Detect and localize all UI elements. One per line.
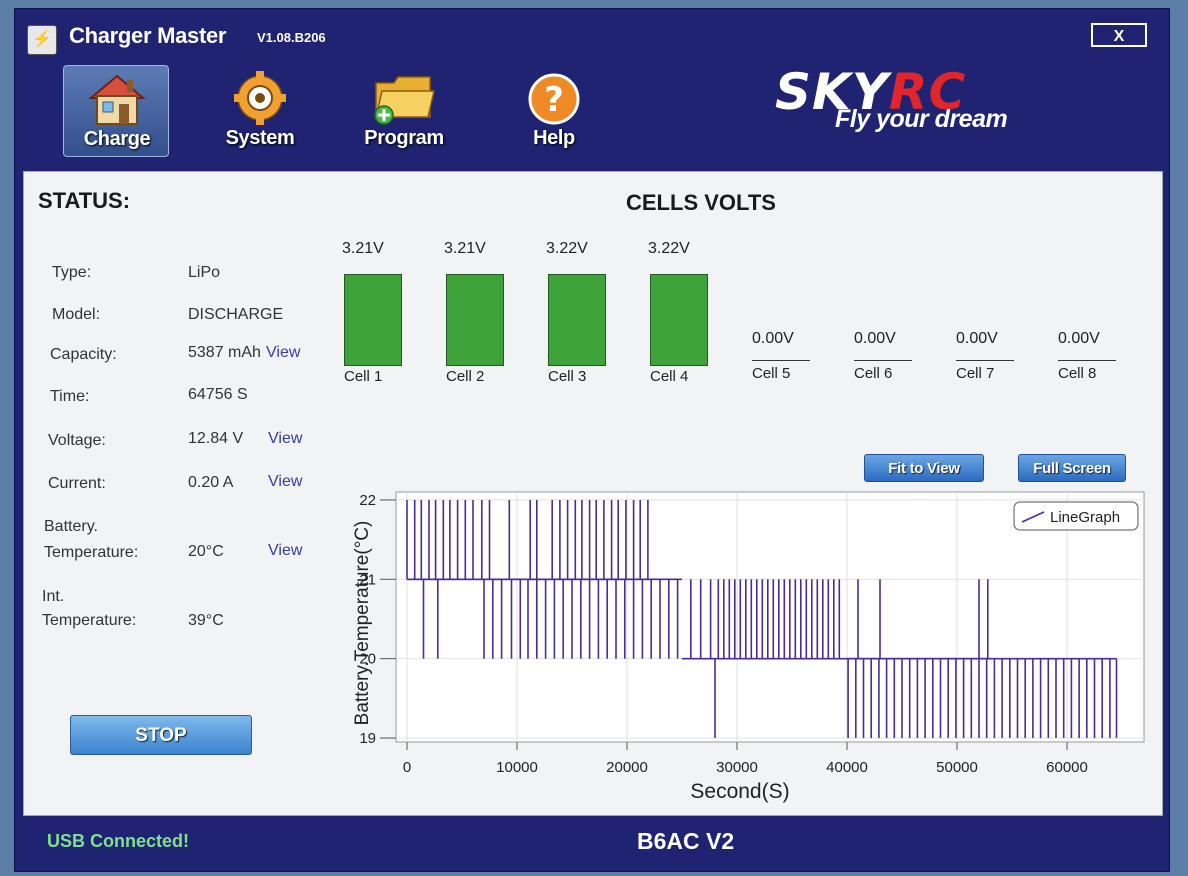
stop-button[interactable]: STOP — [70, 715, 252, 755]
status-title: STATUS: — [38, 188, 131, 213]
nav-help-button[interactable]: ? Help — [501, 65, 607, 157]
cell-3-voltage: 3.22V — [546, 240, 588, 257]
current-label: Current: — [48, 475, 106, 492]
nav-help-label: Help — [533, 127, 575, 149]
x-tick-label: 0 — [403, 759, 411, 776]
nav-system-button[interactable]: System — [207, 65, 313, 157]
cell-6-baseline — [854, 360, 912, 361]
cell-8-baseline — [1058, 360, 1116, 361]
y-tick-label: 21 — [359, 571, 376, 588]
capacity-value: 5387 mAh — [188, 344, 261, 361]
app-version: V1.08.B206 — [257, 30, 326, 45]
x-tick-label: 20000 — [606, 759, 648, 776]
cell-1-voltage: 3.21V — [342, 240, 384, 257]
svg-text:?: ? — [544, 80, 564, 120]
legend-swatch — [1021, 511, 1045, 523]
cell-3-bar — [548, 274, 606, 366]
cell-7-voltage: 0.00V — [956, 330, 998, 347]
nav-program-label: Program — [364, 127, 444, 149]
cell-5-baseline — [752, 360, 810, 361]
battery-temp-view-link[interactable]: View — [268, 542, 303, 559]
cell-7-label: Cell 7 — [956, 365, 995, 382]
cell-4-bar — [650, 274, 708, 366]
x-tick-label: 50000 — [936, 759, 978, 776]
help-icon: ? — [522, 69, 586, 127]
charge-panel: STATUS: Type: LiPo Model: DISCHARGE Capa… — [23, 171, 1163, 816]
cell-1-label: Cell 1 — [344, 368, 383, 385]
voltage-label: Voltage: — [48, 432, 106, 449]
model-label: Model: — [52, 306, 101, 323]
capacity-label: Capacity: — [50, 346, 117, 363]
voltage-view-link[interactable]: View — [268, 430, 303, 447]
y-axis-label: Battery.Temperature(°C) — [352, 521, 373, 726]
y-tick-label: 19 — [359, 730, 376, 747]
nav-system-label: System — [225, 127, 295, 149]
battery-temp-value: 20°C — [188, 543, 224, 560]
time-label: Time: — [50, 388, 90, 405]
skyrc-logo: SKYRC — [775, 63, 967, 121]
x-tick-label: 30000 — [716, 759, 758, 776]
app-logo-icon: ⚡ — [27, 25, 57, 55]
type-label: Type: — [52, 264, 92, 281]
charger-master-window: ⚡ Charger Master V1.08.B206 X Charge — [14, 8, 1170, 872]
x-tick-label: 10000 — [496, 759, 538, 776]
close-button[interactable]: X — [1091, 23, 1147, 47]
int-temp-label-line1: Int. — [42, 588, 65, 605]
brand-tagline: Fly your dream — [835, 105, 1008, 133]
cells-volts-title: CELLS VOLTS — [626, 190, 776, 215]
type-value: LiPo — [188, 264, 221, 281]
cell-6-label: Cell 6 — [854, 365, 893, 382]
int-temp-label-line2: Temperature: — [42, 612, 137, 629]
legend-entry: LineGraph — [1050, 509, 1120, 526]
house-icon — [85, 70, 149, 128]
battery-temp-label-line2: Temperature: — [44, 544, 139, 561]
cell-5-label: Cell 5 — [752, 365, 791, 382]
cell-2-label: Cell 2 — [446, 368, 485, 385]
current-value: 0.20 A — [188, 474, 234, 491]
nav-charge-button[interactable]: Charge — [63, 65, 169, 157]
cell-4-voltage: 3.22V — [648, 240, 690, 257]
current-view-link[interactable]: View — [268, 473, 303, 490]
nav-charge-label: Charge — [83, 128, 151, 150]
x-tick-label: 40000 — [826, 759, 868, 776]
model-value: DISCHARGE — [188, 306, 284, 323]
battery-temperature-chart: 0 10000 20000 30000 40000 50000 60000 19 20 21 22 S… — [352, 491, 1145, 803]
cell-2-bar — [446, 274, 504, 366]
device-model: B6AC V2 — [637, 828, 735, 854]
cell-7-baseline — [956, 360, 1014, 361]
usb-status: USB Connected! — [47, 831, 190, 851]
nav-program-button[interactable]: Program — [351, 65, 457, 157]
legend-box — [1013, 501, 1139, 531]
x-tick-label: 60000 — [1046, 759, 1088, 776]
battery-temp-label-line1: Battery. — [44, 518, 98, 535]
full-screen-button[interactable]: Full Screen — [1018, 454, 1126, 482]
app-title: Charger Master — [69, 23, 227, 48]
x-axis-label: Second(S) — [690, 780, 789, 803]
y-tick-label: 20 — [359, 651, 376, 668]
int-temp-value: 39°C — [188, 612, 224, 629]
cell-3-label: Cell 3 — [548, 368, 587, 385]
cell-6-voltage: 0.00V — [854, 330, 896, 347]
cell-5-voltage: 0.00V — [752, 330, 794, 347]
voltage-value: 12.84 V — [188, 430, 244, 447]
time-value: 64756 S — [188, 386, 248, 403]
cell-1-bar — [344, 274, 402, 366]
fit-to-view-button[interactable]: Fit to View — [864, 454, 984, 482]
capacity-view-link[interactable]: View — [266, 344, 301, 361]
gear-icon — [228, 69, 292, 127]
cell-8-voltage: 0.00V — [1058, 330, 1100, 347]
folder-icon — [372, 69, 436, 127]
y-tick-label: 22 — [359, 492, 376, 509]
cell-2-voltage: 3.21V — [444, 240, 486, 257]
cell-8-label: Cell 8 — [1058, 365, 1097, 382]
cell-4-label: Cell 4 — [650, 368, 689, 385]
